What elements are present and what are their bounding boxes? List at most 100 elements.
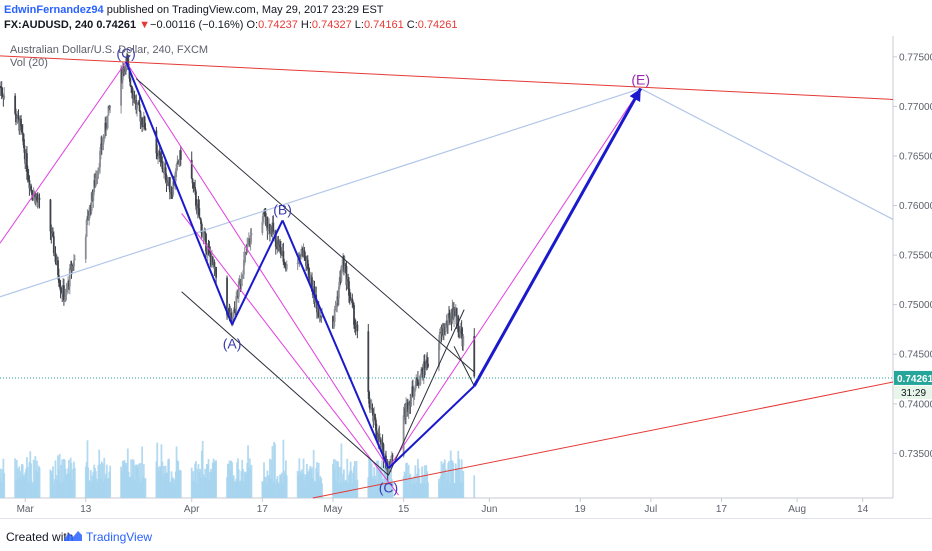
candle-body (197, 203, 200, 209)
chart-area[interactable]: 0.77500 0.77000 0.76500 0.76000 0.75500 0.750… (0, 36, 932, 518)
candle-body (275, 246, 278, 248)
candle-body (207, 246, 210, 248)
candle-body (415, 377, 418, 385)
volume-series (0, 439, 476, 498)
candle-body (391, 455, 394, 457)
candle-body (65, 291, 68, 296)
y-tick-label: 0.76000 (899, 201, 932, 212)
candle-body (105, 128, 108, 131)
candle-body (88, 215, 91, 221)
volume-bar (460, 459, 463, 498)
candle-body (340, 266, 343, 282)
projection-arrow-head (629, 88, 641, 102)
candle-body (209, 251, 212, 258)
candle-body (139, 111, 142, 122)
symbol-label[interactable]: FX:AUDUSD, 240 (4, 19, 94, 31)
candle-body (205, 233, 207, 252)
candle-body (425, 359, 428, 370)
volume-bar (414, 465, 417, 498)
candle-body (85, 219, 88, 237)
candle-body (448, 313, 450, 315)
wave-label-4: (E) (631, 72, 650, 88)
candle-body (344, 265, 347, 267)
candle-body (382, 444, 385, 461)
candle-body (14, 95, 17, 114)
created-with-text: Created with (6, 530, 74, 544)
candle-body (318, 316, 321, 319)
wave-line-bc (281, 220, 390, 469)
candle-body (159, 155, 162, 159)
candle-body (412, 396, 415, 398)
tradingview-brand[interactable]: TradingView (86, 530, 153, 544)
candle-body (345, 266, 348, 286)
open-label: O: (246, 19, 259, 31)
candle-body (374, 419, 377, 431)
volume-bar (61, 459, 64, 498)
candle-body (352, 302, 355, 306)
price-chart[interactable]: 0.77500 0.77000 0.76500 0.76000 0.75500 0.750… (0, 36, 932, 518)
x-tick-label: 13 (80, 504, 92, 515)
candle-body (227, 308, 230, 311)
candle-body (407, 409, 410, 412)
y-tick-label: 0.77500 (899, 52, 932, 63)
candle-body (191, 178, 194, 184)
candle-body (266, 216, 269, 232)
candle-body (297, 259, 300, 263)
candle-body (241, 275, 244, 280)
candle-body (3, 95, 6, 99)
volume-bar (462, 470, 465, 498)
candle-body (174, 170, 177, 182)
candle-body (128, 68, 131, 79)
x-tick-label: 14 (857, 504, 869, 515)
volume-legend: Vol (20) (10, 57, 48, 69)
candle-body (346, 279, 349, 286)
candle-body (170, 191, 173, 194)
y-tick-label: 0.74000 (899, 399, 932, 410)
wedge-upper-line (135, 78, 475, 373)
candle-body (235, 296, 238, 313)
high-label: H: (300, 19, 312, 31)
y-tick-label: 0.75500 (899, 251, 932, 262)
candle-body (240, 279, 243, 285)
candle-body (353, 305, 355, 325)
candle-body (23, 145, 26, 153)
volume-bar (139, 462, 142, 498)
candle-body (66, 288, 69, 292)
candle-body (21, 132, 24, 134)
candle-body (103, 136, 106, 138)
candle-body (131, 86, 133, 94)
candle-body (444, 324, 447, 332)
tradingview-logo-icon[interactable] (63, 529, 83, 543)
candle-body (343, 265, 346, 269)
candle-body (195, 191, 197, 206)
candle-body (99, 150, 101, 168)
x-tick-label: 17 (257, 504, 269, 515)
candle-body (282, 251, 285, 262)
volume-bar (355, 461, 358, 498)
candle-body (15, 121, 18, 123)
candle-body (20, 125, 23, 133)
candle-body (133, 95, 136, 103)
candle-body (374, 414, 376, 420)
candle-body (233, 309, 236, 311)
author-link[interactable]: EdwinFernandez94 (4, 4, 104, 16)
candle-body (367, 331, 370, 392)
channel-line-2 (125, 61, 389, 469)
candle-body (164, 167, 167, 181)
candle-series (0, 52, 476, 482)
candle-body (90, 192, 93, 211)
candle-body (27, 176, 30, 181)
chart-background (0, 36, 932, 518)
series-title: Australian Dollar/U.S. Dollar, 240, FXCM (10, 44, 209, 56)
candle-body (414, 384, 417, 391)
publish-info: published on TradingView.com, May 29, 20… (103, 4, 384, 16)
volume-bar (58, 453, 61, 498)
candle-body (309, 280, 312, 283)
candle-body (0, 88, 3, 94)
x-tick-label: Apr (184, 504, 200, 515)
candle-body (347, 279, 350, 282)
candle-body (272, 222, 275, 233)
candle-body (232, 309, 235, 317)
candle-body (178, 163, 181, 165)
candle-body (279, 247, 282, 255)
